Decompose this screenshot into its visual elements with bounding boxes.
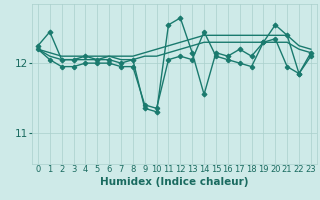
X-axis label: Humidex (Indice chaleur): Humidex (Indice chaleur) <box>100 177 249 187</box>
